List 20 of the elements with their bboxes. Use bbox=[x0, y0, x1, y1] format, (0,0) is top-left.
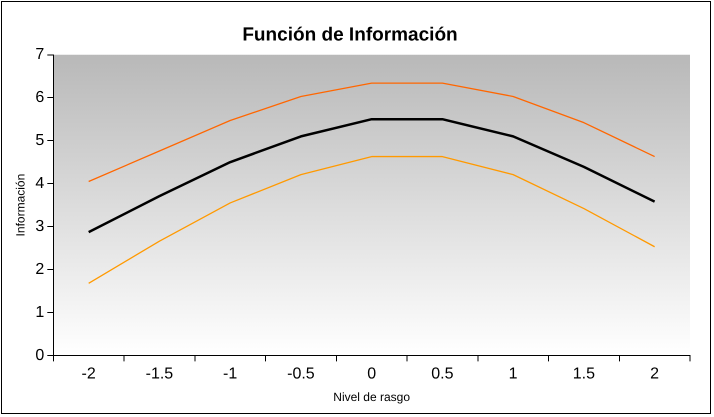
y-tick-label: 0 bbox=[35, 346, 44, 364]
x-tick-label: 1.5 bbox=[572, 365, 596, 382]
y-axis-title: Información bbox=[14, 174, 28, 236]
y-tick-label: 1 bbox=[35, 304, 44, 321]
x-tick-label: 1 bbox=[508, 365, 518, 382]
y-tick-label: 4 bbox=[35, 175, 44, 192]
x-tick-label: 0 bbox=[367, 365, 376, 382]
x-tick-label: 2 bbox=[650, 365, 660, 382]
x-tick-label: -1 bbox=[223, 365, 238, 382]
chart-title: Función de Información bbox=[242, 24, 458, 46]
y-tick-label: 2 bbox=[35, 260, 44, 278]
y-tick-label: 7 bbox=[35, 46, 44, 64]
x-tick-label: -2 bbox=[82, 365, 96, 382]
x-tick-label: 0.5 bbox=[431, 365, 454, 382]
y-tick-label: 3 bbox=[35, 218, 44, 235]
y-tick-label: 5 bbox=[35, 132, 44, 150]
x-tick-label: -1.5 bbox=[146, 365, 174, 382]
y-tick-label: 6 bbox=[35, 89, 44, 106]
x-tick-label: -0.5 bbox=[287, 365, 315, 382]
x-axis-title: Nivel de rasgo bbox=[333, 390, 410, 404]
